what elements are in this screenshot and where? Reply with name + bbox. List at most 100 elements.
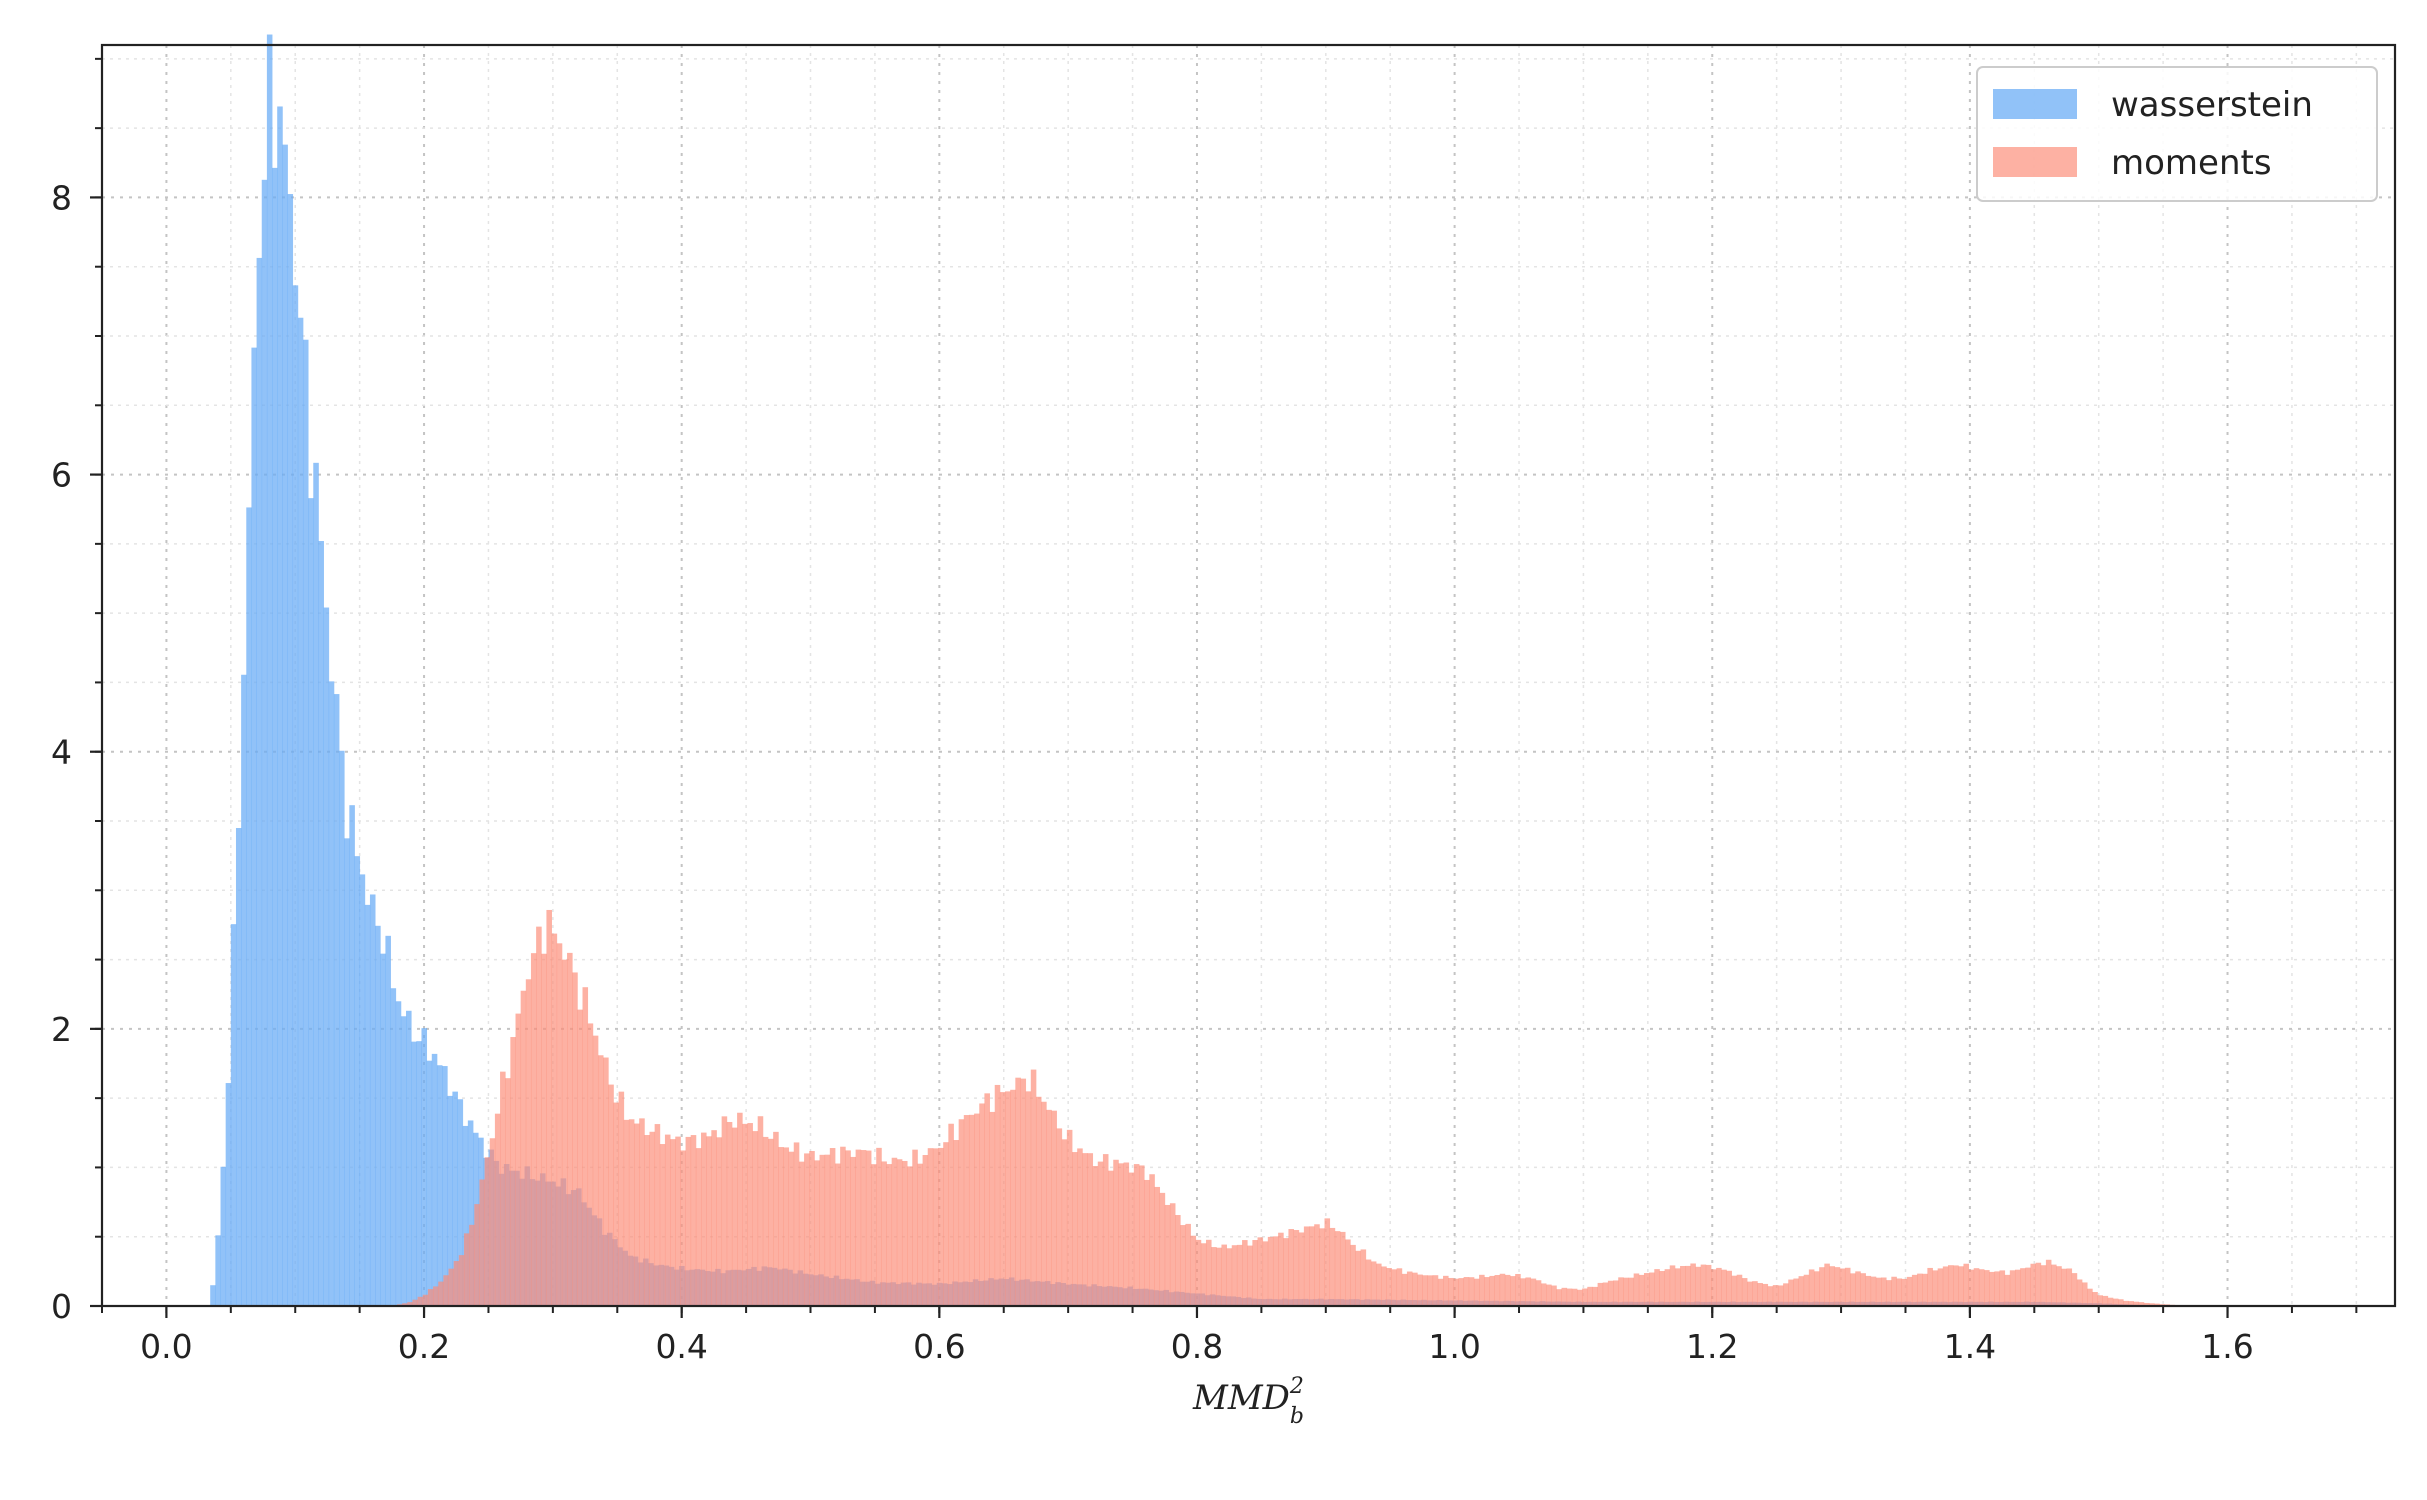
histogram-bar bbox=[1953, 1265, 1959, 1306]
histogram-bar bbox=[1195, 1239, 1202, 1306]
histogram-bar bbox=[1329, 1227, 1336, 1306]
histogram-bar bbox=[241, 674, 247, 1306]
histogram-bar bbox=[359, 874, 366, 1306]
histogram-bar bbox=[793, 1142, 800, 1306]
histogram-bar bbox=[2061, 1268, 2067, 1306]
histogram-bar bbox=[1072, 1152, 1078, 1306]
axis-ticks bbox=[90, 57, 2358, 1318]
histogram-bar bbox=[1005, 1091, 1011, 1306]
histogram-bar bbox=[1319, 1228, 1325, 1306]
histogram-bar bbox=[1144, 1179, 1150, 1306]
histogram-bar bbox=[412, 1299, 419, 1306]
histogram-bar bbox=[1334, 1231, 1341, 1306]
histogram-bar bbox=[1092, 1166, 1099, 1306]
histogram-bar bbox=[1772, 1285, 1779, 1306]
histogram-bar bbox=[1530, 1278, 1537, 1306]
histogram-bar bbox=[510, 1037, 516, 1306]
histogram-bar bbox=[1855, 1271, 1861, 1306]
histogram-bar bbox=[1406, 1271, 1413, 1306]
histogram-bar bbox=[783, 1147, 790, 1306]
histogram-bar bbox=[1154, 1186, 1161, 1306]
histogram-bar bbox=[1628, 1277, 1635, 1306]
histogram-bar bbox=[561, 959, 568, 1306]
histogram-bar bbox=[628, 1119, 635, 1306]
histogram-bar bbox=[1576, 1289, 1583, 1306]
histogram-bars bbox=[210, 34, 2191, 1307]
histogram-bar bbox=[587, 1023, 594, 1306]
histogram-bar bbox=[2087, 1288, 2093, 1306]
histogram-bar bbox=[804, 1153, 810, 1306]
histogram-bar bbox=[1205, 1239, 1212, 1306]
histogram-bar bbox=[829, 1148, 836, 1306]
histogram-bar bbox=[731, 1127, 738, 1306]
histogram-bar bbox=[1777, 1285, 1784, 1306]
histogram-bar bbox=[958, 1119, 965, 1306]
histogram-bar bbox=[1458, 1278, 1465, 1306]
histogram-bar bbox=[1566, 1288, 1573, 1306]
histogram-bar bbox=[436, 1065, 443, 1306]
histogram-bar bbox=[1917, 1273, 1923, 1306]
histogram-bar bbox=[390, 988, 397, 1306]
histogram-bar bbox=[1515, 1273, 1521, 1306]
histogram-bar bbox=[1473, 1278, 1480, 1306]
histogram-bar bbox=[1690, 1263, 1696, 1306]
histogram-bar bbox=[1674, 1268, 1681, 1306]
histogram-bar bbox=[670, 1139, 676, 1306]
histogram-bar bbox=[690, 1135, 697, 1306]
x-axis-label-superscript: 2 bbox=[1289, 1374, 1304, 1399]
histogram-bar bbox=[1087, 1153, 1094, 1306]
histogram-bar bbox=[706, 1136, 712, 1306]
histogram-bar bbox=[1571, 1288, 1578, 1306]
histogram-bar bbox=[546, 909, 552, 1306]
histogram-bar bbox=[1865, 1275, 1872, 1306]
histogram-bar bbox=[1896, 1278, 1903, 1306]
histogram-bar bbox=[917, 1163, 923, 1306]
histogram-bar bbox=[344, 838, 350, 1306]
histogram-bar bbox=[798, 1161, 805, 1306]
legend-label-moments: moments bbox=[2111, 143, 2272, 183]
histogram-bar bbox=[1211, 1247, 1217, 1306]
histogram-bar bbox=[757, 1116, 764, 1306]
histogram-bar bbox=[618, 1091, 625, 1306]
histogram-bar bbox=[1592, 1286, 1599, 1306]
histogram-bar bbox=[2138, 1302, 2145, 1306]
histogram-bar bbox=[1561, 1287, 1568, 1306]
histogram-bar bbox=[1752, 1281, 1758, 1306]
x-tick-label: 0.4 bbox=[655, 1327, 707, 1366]
histogram-bar bbox=[292, 285, 299, 1306]
x-axis-label: MMD2 b bbox=[1192, 1374, 1304, 1429]
histogram-bar bbox=[261, 179, 268, 1306]
histogram-bar bbox=[302, 339, 309, 1306]
histogram-bar bbox=[1345, 1239, 1351, 1306]
histogram-bar bbox=[1401, 1273, 1408, 1306]
histogram-bar bbox=[530, 953, 537, 1306]
histogram-bar bbox=[1417, 1274, 1423, 1306]
histogram-bar bbox=[1489, 1275, 1495, 1306]
histogram-bar bbox=[1814, 1271, 1820, 1306]
histogram-bar bbox=[1716, 1267, 1722, 1306]
histogram-bar bbox=[479, 1179, 485, 1306]
histogram-bar bbox=[369, 894, 376, 1306]
histogram-bar bbox=[567, 952, 573, 1306]
histogram-bar bbox=[1082, 1153, 1088, 1306]
histogram-bar bbox=[333, 694, 340, 1306]
histogram-bar bbox=[865, 1150, 872, 1306]
histogram-bar bbox=[1886, 1280, 1892, 1306]
histogram-bar bbox=[1236, 1244, 1243, 1306]
histogram-bar bbox=[1010, 1089, 1016, 1306]
histogram-bar bbox=[1891, 1276, 1897, 1306]
y-tick-label: 0 bbox=[51, 1287, 72, 1326]
histogram-bar bbox=[814, 1160, 820, 1306]
histogram-bar bbox=[1994, 1271, 2000, 1306]
histogram-bar bbox=[860, 1150, 867, 1306]
histogram-bar bbox=[1535, 1280, 1542, 1306]
histogram-bar bbox=[411, 1041, 417, 1306]
histogram-bar bbox=[840, 1146, 846, 1306]
histogram-bar bbox=[1973, 1268, 1980, 1306]
histogram-bar bbox=[1659, 1271, 1665, 1306]
plot-frame bbox=[100, 43, 2397, 1308]
histogram-bar bbox=[433, 1286, 439, 1306]
histogram-bar bbox=[1128, 1172, 1135, 1306]
histogram-bar bbox=[1216, 1247, 1222, 1306]
histogram-bar bbox=[1479, 1274, 1485, 1306]
